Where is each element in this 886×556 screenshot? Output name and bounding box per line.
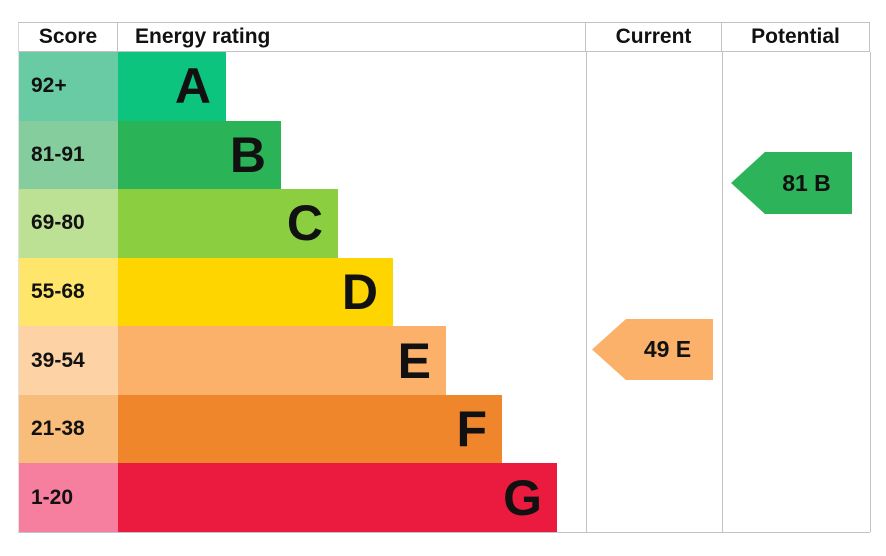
band-score-range: 69-80 [19, 189, 118, 258]
band-letter: D [341, 264, 378, 321]
band-row: 1-20 G [19, 463, 586, 533]
current-column-header: Current [586, 23, 722, 51]
band-bar: A [118, 52, 226, 121]
current-column [586, 52, 722, 532]
potential-column-header: Potential [751, 25, 840, 48]
band-bar: B [118, 120, 281, 190]
score-column-header: Score [19, 23, 118, 51]
band-row: 39-54 E [19, 326, 586, 395]
band-row: 69-80 C [19, 189, 586, 258]
band-row: 81-91 B [19, 120, 586, 190]
energy-rating-column-header: Energy rating [118, 23, 586, 51]
band-bar: G [118, 463, 557, 533]
band-letter: E [397, 332, 431, 389]
band-score-range: 81-91 [19, 120, 118, 190]
band-row: 92+ A [19, 52, 586, 121]
band-bar: C [118, 189, 338, 258]
band-letter: G [503, 469, 542, 526]
epc-rating-chart: Score Energy rating Current Potential 92… [18, 22, 871, 533]
band-letter: C [286, 195, 323, 252]
band-score-range: 92+ [19, 52, 118, 121]
band-row: 21-38 F [19, 394, 586, 464]
potential-column [722, 52, 871, 532]
band-bar: E [118, 326, 446, 395]
band-row: 55-68 D [19, 257, 586, 327]
rating-bands: 92+ A 81-91 B 69-80 C 55-68 D 39-54 E 21… [19, 52, 586, 533]
chart-header-row: Score Energy rating Current Potential [18, 22, 870, 52]
band-bar: D [118, 257, 393, 327]
band-bar: F [118, 394, 502, 464]
band-score-range: 21-38 [19, 394, 118, 464]
band-score-range: 1-20 [19, 463, 118, 533]
band-letter: F [456, 401, 487, 458]
band-score-range: 39-54 [19, 326, 118, 395]
band-letter: B [229, 126, 266, 183]
band-letter: A [174, 58, 211, 115]
potential-rating-label: 81 B [782, 169, 831, 196]
chart-body: 92+ A 81-91 B 69-80 C 55-68 D 39-54 E 21… [18, 52, 871, 533]
current-rating-label: 49 E [643, 336, 692, 362]
band-score-range: 55-68 [19, 257, 118, 327]
